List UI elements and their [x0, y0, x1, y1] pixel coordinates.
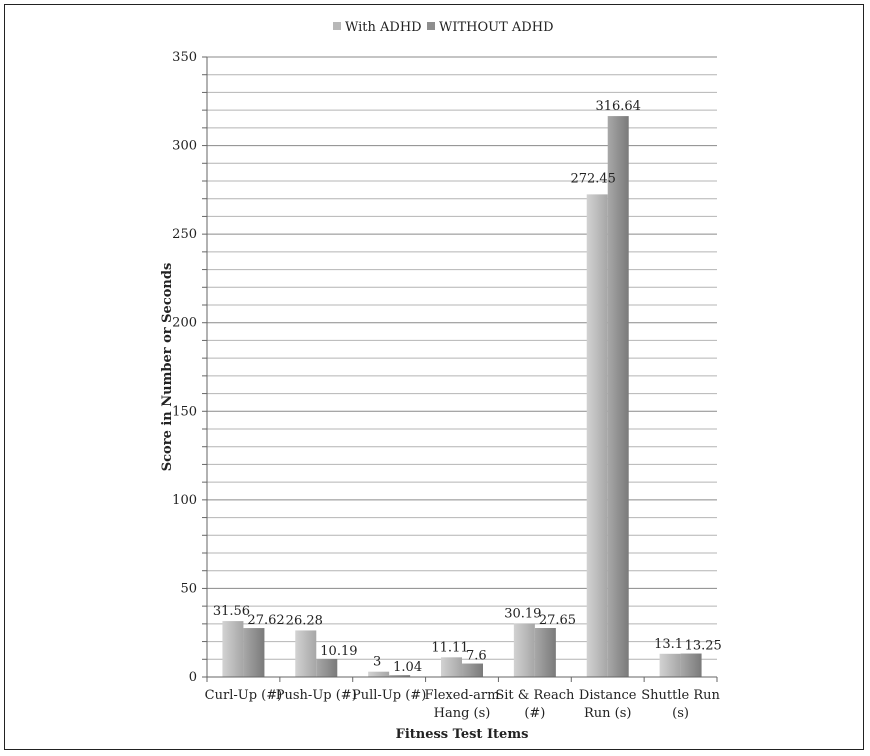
data-label: 27.65 [539, 613, 576, 628]
bar-without-adhd [243, 628, 265, 677]
x-tick-label: Push-Up (#) [276, 688, 357, 703]
legend-label: WITHOUT ADHD [439, 20, 554, 35]
bar-with-adhd [222, 621, 244, 677]
bar-without-adhd [534, 628, 556, 677]
data-label: 3 [373, 655, 381, 670]
data-label: 31.56 [213, 604, 250, 619]
x-tick-label: Shuttle Run [641, 688, 720, 703]
chart-frame: With ADHD WITHOUT ADHD 0 50 100 150 200 250 300… [4, 4, 864, 750]
y-tick-label: 200 [172, 316, 197, 331]
x-tick-label: Hang (s) [434, 706, 491, 721]
bar-without-adhd [607, 116, 629, 678]
y-axis-ticks: 0 50 100 150 200 250 300 350 [172, 50, 208, 685]
data-label: 13.25 [685, 639, 722, 654]
x-tick-label: (#) [524, 706, 545, 721]
bar-with-adhd [295, 630, 317, 677]
x-axis-title: Fitness Test Items [396, 727, 529, 742]
data-label: 11.11 [431, 640, 468, 655]
data-label: 13.1 [654, 637, 683, 652]
y-tick-label: 250 [172, 227, 197, 242]
bar-with-adhd [586, 194, 608, 678]
data-label: 1.04 [393, 660, 422, 675]
y-tick-label: 350 [172, 50, 197, 65]
data-label: 26.28 [286, 613, 323, 628]
x-tick-label: Distance [579, 688, 637, 703]
gridlines [207, 56, 717, 678]
x-tick-label: (s) [672, 706, 689, 721]
y-tick-label: 150 [172, 404, 197, 419]
x-tick-label: Flexed-arm [425, 688, 500, 703]
x-tick-label: Run (s) [584, 706, 631, 721]
bars [222, 116, 702, 678]
x-tick-label: Sit & Reach [495, 688, 575, 703]
data-label: 30.19 [504, 607, 541, 622]
y-tick-label: 300 [172, 139, 197, 154]
data-label: 316.64 [595, 99, 641, 114]
y-tick-label: 50 [180, 581, 197, 596]
data-label: 7.6 [466, 649, 487, 664]
y-tick-label: 0 [189, 670, 197, 685]
legend-swatch [333, 22, 341, 30]
data-label: 27.62 [247, 613, 284, 628]
legend: With ADHD WITHOUT ADHD [333, 20, 554, 35]
bar-without-adhd [389, 675, 411, 677]
x-tick-label: Pull-Up (#) [352, 688, 426, 703]
bar-chart: With ADHD WITHOUT ADHD 0 50 100 150 200 250 300… [160, 20, 722, 742]
bar-with-adhd [659, 653, 681, 677]
bar-with-adhd [441, 657, 462, 677]
x-tick-label: Curl-Up (#) [205, 688, 283, 703]
y-axis-title: Score in Number or Seconds [160, 263, 175, 472]
data-label: 272.45 [570, 171, 616, 186]
bar-with-adhd [513, 623, 535, 677]
legend-label: With ADHD [345, 20, 422, 35]
bar-with-adhd [368, 671, 390, 677]
legend-swatch [427, 22, 435, 30]
bar-without-adhd [680, 653, 702, 677]
bar-without-adhd [316, 658, 338, 677]
x-axis: Curl-Up (#)Push-Up (#)Pull-Up (#)Flexed-… [205, 676, 721, 721]
data-label: 10.19 [320, 644, 357, 659]
bar-without-adhd [462, 663, 483, 677]
y-tick-label: 100 [172, 493, 197, 508]
